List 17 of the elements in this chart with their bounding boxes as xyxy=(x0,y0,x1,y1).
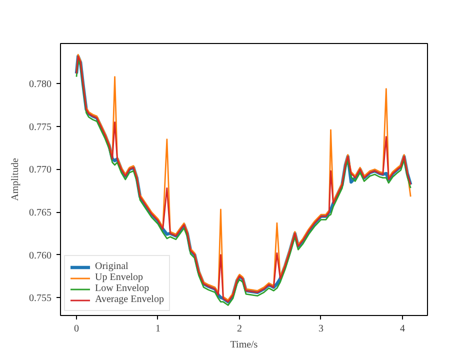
x-tick-label: 2 xyxy=(236,324,242,334)
legend-label: Average Envelop xyxy=(95,294,164,305)
legend-label: Up Envelop xyxy=(95,272,144,283)
x-tick-label: 0 xyxy=(74,324,79,334)
x-tick-label: 4 xyxy=(400,324,405,334)
y-tick-label: 0.770 xyxy=(29,164,52,176)
legend-label: Low Envelop xyxy=(95,283,150,294)
x-tick-label: 1 xyxy=(155,324,160,334)
y-axis-title: Amplitude xyxy=(10,158,21,201)
y-tick-label: 0.765 xyxy=(29,208,52,219)
x-axis-title: Time/s xyxy=(230,340,258,350)
x-tick-label: 3 xyxy=(318,324,324,334)
legend-label: Original xyxy=(95,261,128,272)
y-tick-label: 0.775 xyxy=(29,122,52,133)
y-tick-label: 0.755 xyxy=(29,293,52,304)
y-tick-label: 0.780 xyxy=(29,79,52,90)
y-tick-label: 0.760 xyxy=(29,250,52,262)
